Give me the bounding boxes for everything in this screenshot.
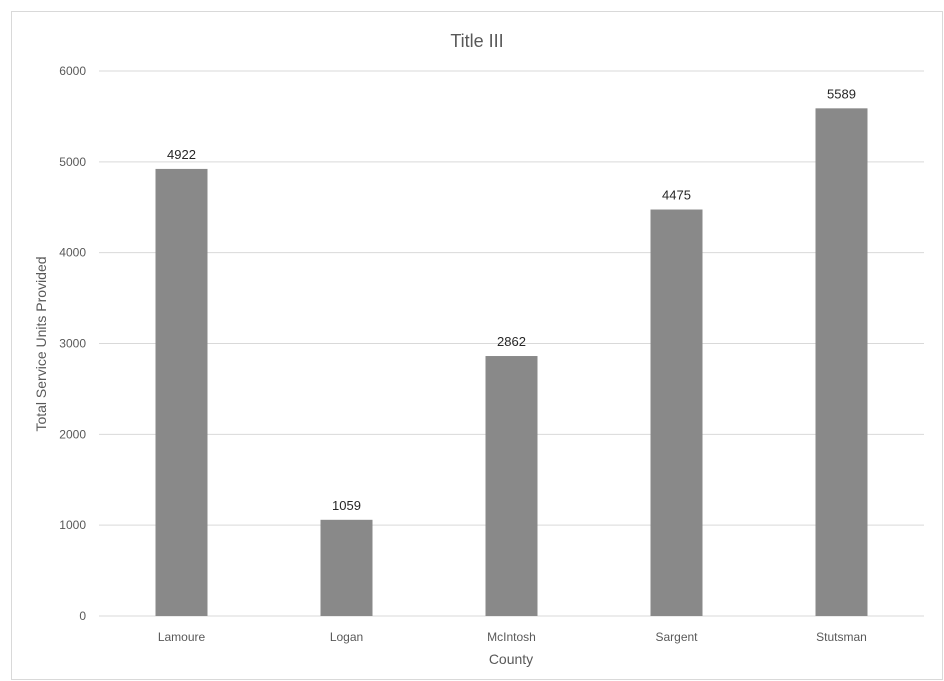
bar-logan bbox=[320, 519, 373, 616]
data-label: 4922 bbox=[167, 147, 196, 162]
gridlines bbox=[99, 70, 924, 617]
x-tick-label: Lamoure bbox=[158, 630, 206, 644]
y-tick-label: 2000 bbox=[59, 427, 86, 441]
bar-sargent bbox=[650, 209, 703, 617]
x-tick-label: Logan bbox=[330, 630, 363, 644]
y-axis-title: Total Service Units Provided bbox=[33, 256, 49, 431]
x-tick-label: Sargent bbox=[655, 630, 698, 644]
data-label: 4475 bbox=[662, 188, 691, 203]
x-tick-label: McIntosh bbox=[487, 630, 536, 644]
y-tick-label: 6000 bbox=[59, 64, 86, 78]
chart-title: Title III bbox=[450, 31, 503, 51]
data-labels: 4922 1059 2862 4475 5589 bbox=[167, 86, 856, 512]
y-tick-label: 0 bbox=[79, 609, 86, 623]
y-axis-ticks: 0 1000 2000 3000 4000 5000 6000 bbox=[59, 64, 86, 623]
y-tick-label: 1000 bbox=[59, 518, 86, 532]
x-axis-ticks: Lamoure Logan McIntosh Sargent Stutsman bbox=[158, 630, 867, 644]
y-tick-label: 3000 bbox=[59, 337, 86, 351]
data-label: 2862 bbox=[497, 334, 526, 349]
x-tick-label: Stutsman bbox=[816, 630, 867, 644]
y-tick-label: 5000 bbox=[59, 155, 86, 169]
bars bbox=[155, 108, 868, 617]
x-axis-title: County bbox=[489, 651, 533, 667]
bar-mcintosh bbox=[485, 356, 538, 616]
bar-lamoure bbox=[155, 168, 208, 616]
y-tick-label: 4000 bbox=[59, 246, 86, 260]
bar-stutsman bbox=[815, 108, 868, 617]
data-label: 5589 bbox=[827, 86, 856, 101]
data-label: 1059 bbox=[332, 498, 361, 513]
